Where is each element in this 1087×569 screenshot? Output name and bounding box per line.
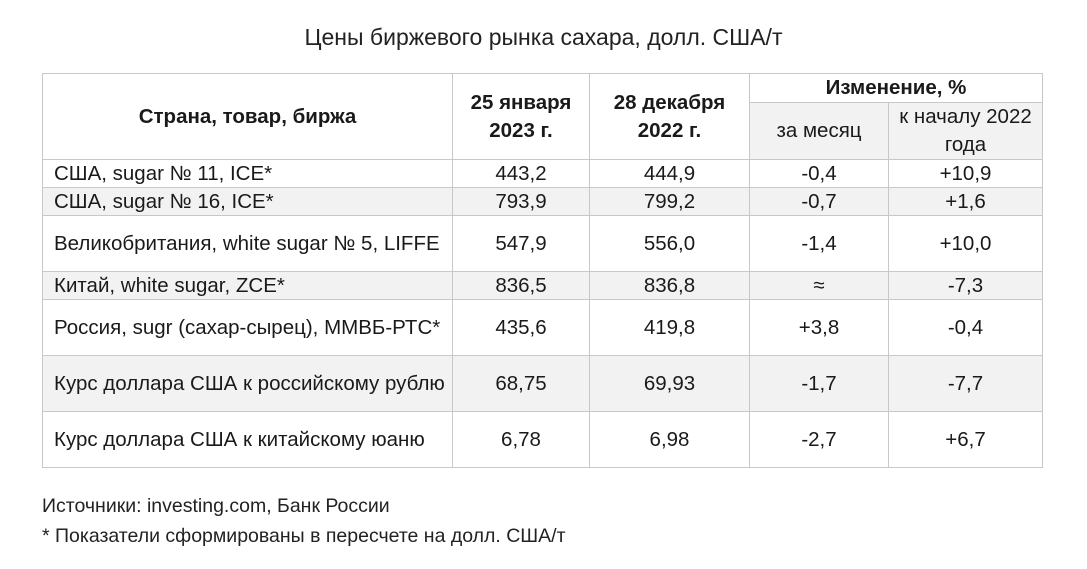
change-year: +10,0 xyxy=(888,215,1043,272)
value-dec-2022: 836,8 xyxy=(589,271,750,300)
value-jan-2023: 547,9 xyxy=(452,215,590,272)
change-year: +6,7 xyxy=(888,411,1043,468)
value-jan-2023: 435,6 xyxy=(452,299,590,356)
header-change-month: за месяц xyxy=(749,102,889,160)
row-name: Великобритания, white sugar № 5, LIFFE xyxy=(42,215,453,272)
change-month: -1,7 xyxy=(749,355,889,412)
change-month: -0,4 xyxy=(749,159,889,188)
table-row: Китай, white sugar, ZCE* 836,5 836,8 ≈ -… xyxy=(42,271,1043,300)
table-row: Курс доллара США к китайскому юаню 6,78 … xyxy=(42,411,1043,468)
value-jan-2023: 68,75 xyxy=(452,355,590,412)
header-date-jan-25-2023: 25 января 2023 г. xyxy=(452,73,590,160)
header-country-commodity-exchange: Страна, товар, биржа xyxy=(42,73,453,160)
value-jan-2023: 793,9 xyxy=(452,187,590,216)
sources-note: Источники: investing.com, Банк России xyxy=(42,495,390,517)
page-title: Цены биржевого рынка сахара, долл. США/т xyxy=(304,24,783,50)
value-dec-2022: 556,0 xyxy=(589,215,750,272)
change-month: -1,4 xyxy=(749,215,889,272)
table-row: Россия, sugr (сахар-сырец), ММВБ-РТС* 43… xyxy=(42,299,1043,356)
row-name: США, sugar № 11, ICE* xyxy=(42,159,453,188)
change-month: +3,8 xyxy=(749,299,889,356)
value-jan-2023: 6,78 xyxy=(452,411,590,468)
table-row: США, sugar № 16, ICE* 793,9 799,2 -0,7 +… xyxy=(42,187,1043,216)
change-month: -2,7 xyxy=(749,411,889,468)
value-dec-2022: 6,98 xyxy=(589,411,750,468)
value-dec-2022: 444,9 xyxy=(589,159,750,188)
change-year: -0,4 xyxy=(888,299,1043,356)
change-year: +1,6 xyxy=(888,187,1043,216)
header-change-since-year-start: к началу 2022 года xyxy=(888,102,1043,160)
change-month: -0,7 xyxy=(749,187,889,216)
row-name: Курс доллара США к российскому рублю xyxy=(42,355,453,412)
change-month: ≈ xyxy=(749,271,889,300)
header-change-percent: Изменение, % xyxy=(749,73,1043,103)
value-dec-2022: 69,93 xyxy=(589,355,750,412)
change-year: +10,9 xyxy=(888,159,1043,188)
table-row: Великобритания, white sugar № 5, LIFFE 5… xyxy=(42,215,1043,272)
row-name: США, sugar № 16, ICE* xyxy=(42,187,453,216)
row-name: Китай, white sugar, ZCE* xyxy=(42,271,453,300)
value-jan-2023: 443,2 xyxy=(452,159,590,188)
change-year: -7,7 xyxy=(888,355,1043,412)
footnote: * Показатели сформированы в пересчете на… xyxy=(42,525,566,547)
row-name: Россия, sugr (сахар-сырец), ММВБ-РТС* xyxy=(42,299,453,356)
table-row: США, sugar № 11, ICE* 443,2 444,9 -0,4 +… xyxy=(42,159,1043,188)
change-year: -7,3 xyxy=(888,271,1043,300)
value-dec-2022: 799,2 xyxy=(589,187,750,216)
row-name: Курс доллара США к китайскому юаню xyxy=(42,411,453,468)
table-row: Курс доллара США к российскому рублю 68,… xyxy=(42,355,1043,412)
value-dec-2022: 419,8 xyxy=(589,299,750,356)
header-date-dec-28-2022: 28 декабря 2022 г. xyxy=(589,73,750,160)
value-jan-2023: 836,5 xyxy=(452,271,590,300)
sugar-prices-table: Страна, товар, биржа 25 января 2023 г. 2… xyxy=(42,73,1043,468)
